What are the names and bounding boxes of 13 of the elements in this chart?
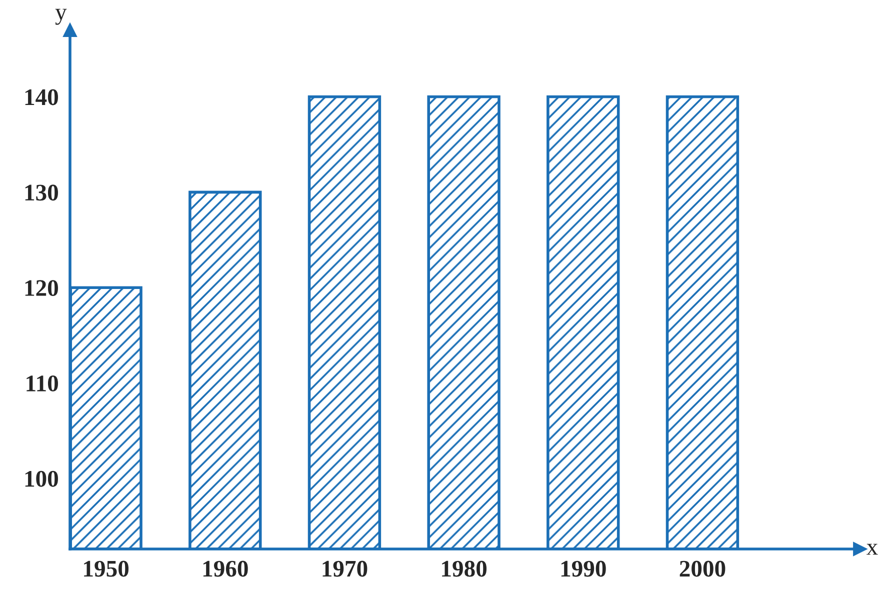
y-tick-label: 140 xyxy=(25,89,58,106)
y-axis-title: y xyxy=(55,8,67,25)
y-tick-label: 120 xyxy=(25,280,58,296)
y-tick-label: 110 xyxy=(26,375,58,392)
x-tick-label: 1950 xyxy=(84,560,129,577)
x-tick-label: 1980 xyxy=(442,560,487,577)
x-tick-label: 1970 xyxy=(322,560,368,577)
x-tick-label: 1990 xyxy=(561,560,606,577)
x-tick-label: 2000 xyxy=(680,560,726,577)
y-tick-label: 130 xyxy=(25,184,58,201)
x-axis-title: x xyxy=(866,544,878,555)
y-tick-label: 100 xyxy=(25,470,58,487)
x-tick-label: 1960 xyxy=(203,560,248,577)
